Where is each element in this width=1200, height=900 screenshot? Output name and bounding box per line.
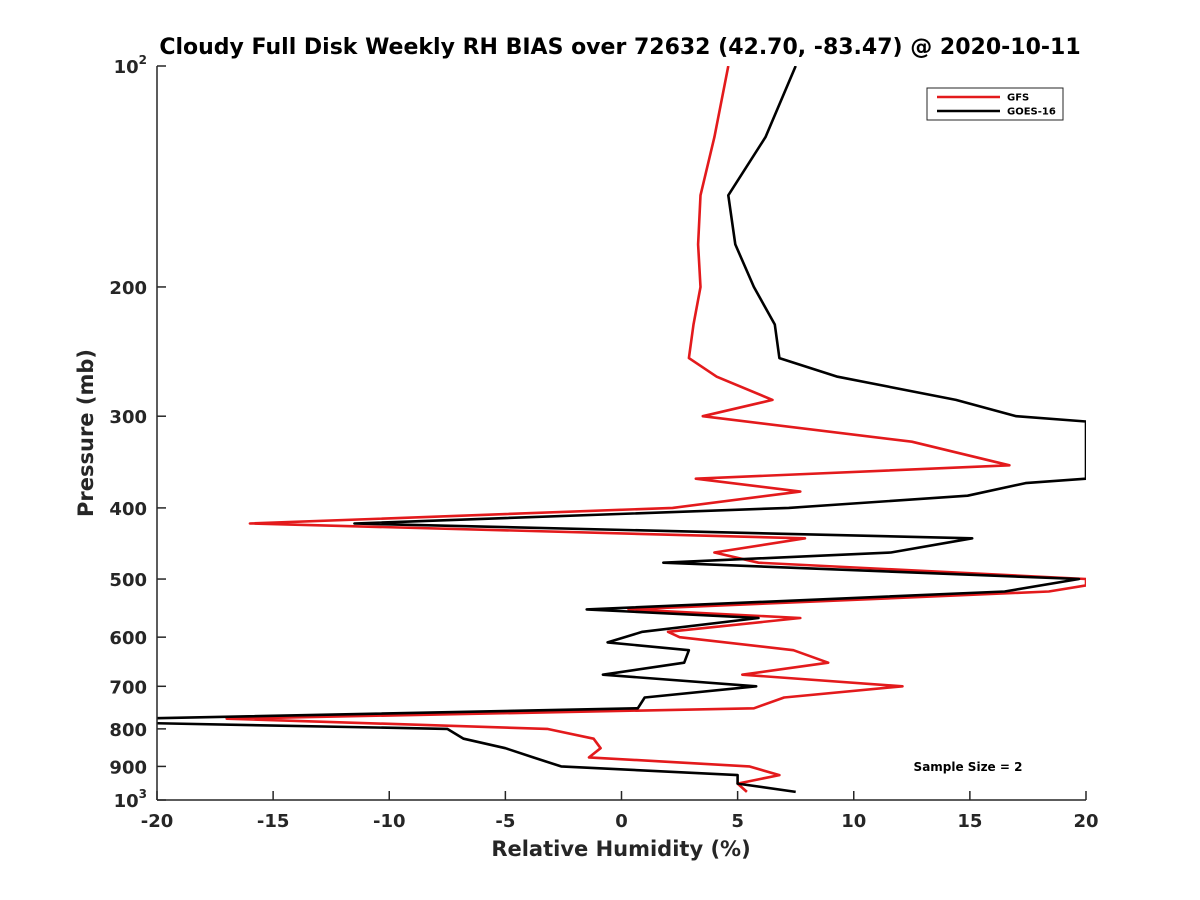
legend-label-gfs: GFS	[1007, 93, 1029, 104]
x-tick-label: 20	[1073, 811, 1098, 832]
y-axis-label: Pressure (mb)	[74, 349, 98, 517]
x-tick-label: -15	[257, 811, 290, 832]
y-tick-label: 200	[109, 278, 147, 299]
y-tick-label: 900	[109, 757, 147, 778]
sample-size-annotation: Sample Size = 2	[914, 760, 1023, 774]
legend: GFS GOES-16	[926, 87, 1064, 121]
y-tick-label: 800	[109, 720, 147, 741]
x-tick-label: 15	[957, 811, 982, 832]
series-line-gfs	[225, 66, 1086, 793]
legend-box	[926, 87, 1064, 121]
x-tick-label: -5	[495, 811, 515, 832]
y-tick-label: 400	[109, 499, 147, 520]
x-tick-label: 10	[841, 811, 866, 832]
series-layer	[157, 66, 1086, 794]
y-tick-label: 500	[109, 570, 147, 591]
y-tick-label: 600	[109, 628, 147, 649]
x-tick-label: -20	[141, 811, 174, 832]
y-axis-ticks: 102 200 300 400 500 600 700 800 900 103	[109, 53, 166, 812]
x-axis-label: Relative Humidity (%)	[491, 837, 750, 861]
y-tick-label: 700	[109, 677, 147, 698]
chart-title: Cloudy Full Disk Weekly RH BIAS over 726…	[159, 35, 1080, 60]
x-tick-label: -10	[373, 811, 406, 832]
y-tick-label: 300	[109, 407, 147, 428]
x-axis-ticks: -20 -15 -10 -5 0 5 10 15 20	[141, 791, 1099, 832]
x-tick-label: 0	[615, 811, 628, 832]
legend-label-goes-16: GOES-16	[1007, 107, 1056, 118]
y-tick-label: 103	[114, 787, 147, 812]
x-tick-label: 5	[731, 811, 744, 832]
y-tick-label: 102	[114, 53, 147, 78]
series-line-goes-16	[157, 66, 1086, 794]
